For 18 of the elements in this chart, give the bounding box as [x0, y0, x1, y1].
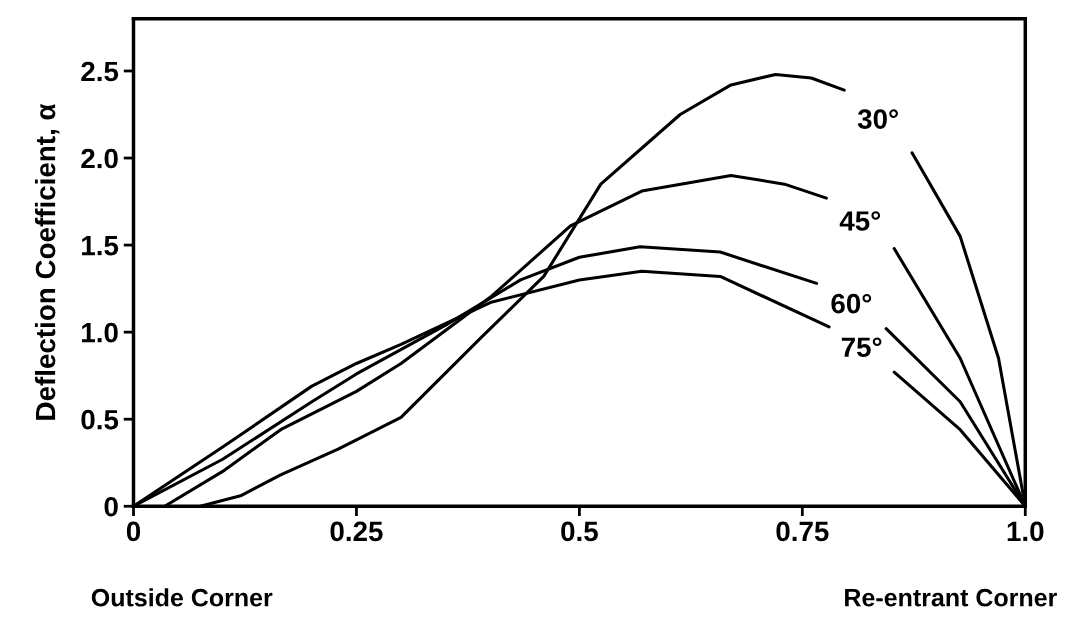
series-label: 60°: [831, 293, 872, 314]
x-tick-label: 0.25: [330, 521, 383, 542]
x-tick-label: 1.0: [1007, 521, 1044, 542]
series-label: 75°: [841, 337, 882, 358]
y-tick-label: 2.5: [81, 61, 119, 82]
y-tick-label: 1.5: [82, 236, 119, 256]
y-tick-label: 2.0: [81, 148, 118, 169]
x-tick-label: 0.5: [561, 521, 598, 542]
x-tick-label: 0: [126, 521, 141, 542]
y-axis-title: Deflection Coefficient, α: [34, 103, 60, 420]
y-tick-label: 1.0: [82, 322, 118, 343]
text: Outside Corner: [91, 588, 273, 607]
y-tick-label: 0: [104, 496, 118, 517]
series-label: 30°: [857, 109, 898, 129]
text: Re-entrant Corner: [845, 588, 1057, 607]
series-label: 45°: [839, 211, 881, 231]
x-tick-label: 0.75: [776, 521, 829, 542]
y-tick-label: 0.5: [81, 409, 119, 430]
